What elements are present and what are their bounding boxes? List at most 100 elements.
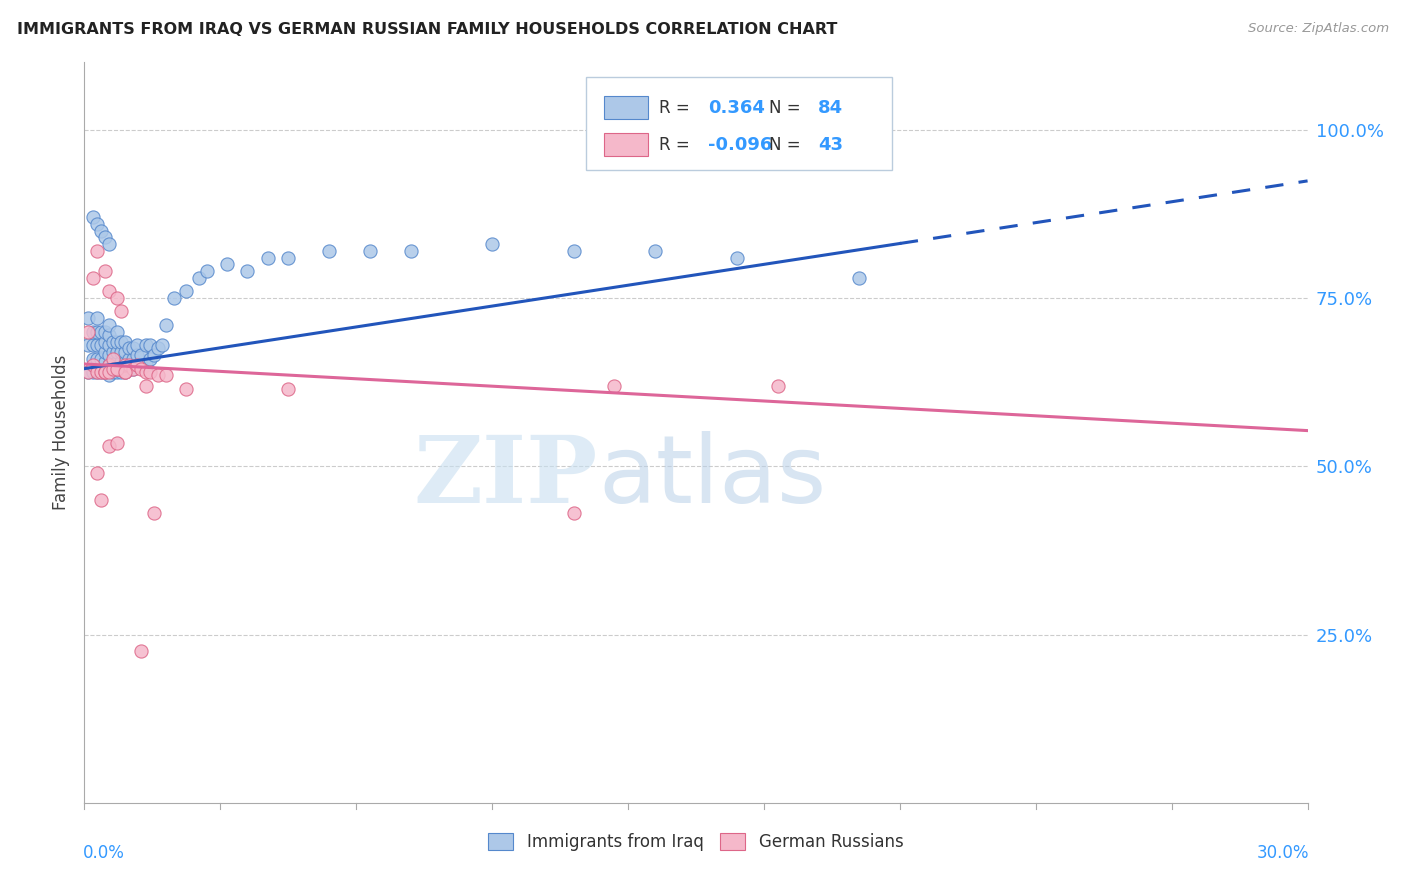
- Point: [277, 251, 299, 265]
- Point: [82, 270, 104, 285]
- Point: [97, 318, 120, 332]
- FancyBboxPatch shape: [586, 78, 891, 169]
- Text: 0.364: 0.364: [709, 99, 765, 117]
- Point: [187, 270, 209, 285]
- Text: N =: N =: [769, 99, 806, 117]
- Point: [138, 351, 160, 366]
- Point: [118, 351, 141, 366]
- Point: [163, 291, 186, 305]
- Point: [359, 244, 381, 258]
- Point: [155, 318, 177, 332]
- Point: [114, 359, 136, 373]
- Point: [118, 359, 141, 373]
- Point: [97, 359, 120, 373]
- Point: [93, 230, 115, 244]
- Point: [86, 325, 108, 339]
- Point: [77, 365, 100, 379]
- Point: [97, 328, 120, 343]
- Point: [114, 334, 136, 349]
- Point: [90, 365, 112, 379]
- Point: [110, 304, 132, 318]
- Point: [146, 368, 169, 383]
- Point: [86, 365, 108, 379]
- Point: [97, 439, 120, 453]
- Point: [399, 244, 422, 258]
- Point: [110, 334, 132, 349]
- Point: [105, 361, 128, 376]
- Point: [122, 342, 145, 356]
- Point: [146, 342, 169, 356]
- Point: [848, 270, 870, 285]
- Point: [82, 359, 104, 373]
- Text: 0.0%: 0.0%: [83, 844, 125, 862]
- Point: [105, 355, 128, 369]
- Point: [105, 344, 128, 359]
- Point: [93, 325, 115, 339]
- Point: [97, 338, 120, 352]
- Point: [114, 355, 136, 369]
- Point: [90, 325, 112, 339]
- Point: [86, 217, 108, 231]
- Point: [82, 351, 104, 366]
- FancyBboxPatch shape: [605, 95, 648, 120]
- Point: [562, 244, 585, 258]
- Point: [77, 325, 100, 339]
- Legend: Immigrants from Iraq, German Russians: Immigrants from Iraq, German Russians: [482, 826, 910, 857]
- Point: [82, 211, 104, 225]
- FancyBboxPatch shape: [605, 133, 648, 156]
- Point: [766, 378, 789, 392]
- Text: atlas: atlas: [598, 431, 827, 523]
- Text: Source: ZipAtlas.com: Source: ZipAtlas.com: [1249, 22, 1389, 36]
- Point: [114, 365, 136, 379]
- Point: [93, 344, 115, 359]
- Point: [174, 382, 197, 396]
- Point: [138, 365, 160, 379]
- Point: [101, 351, 124, 366]
- Point: [135, 378, 157, 392]
- Text: ZIP: ZIP: [413, 432, 598, 522]
- Text: IMMIGRANTS FROM IRAQ VS GERMAN RUSSIAN FAMILY HOUSEHOLDS CORRELATION CHART: IMMIGRANTS FROM IRAQ VS GERMAN RUSSIAN F…: [17, 22, 837, 37]
- Point: [127, 338, 149, 352]
- Point: [142, 348, 165, 362]
- Point: [93, 264, 115, 278]
- Point: [97, 237, 120, 252]
- Point: [86, 311, 108, 326]
- Point: [93, 365, 115, 379]
- Point: [101, 365, 124, 379]
- Point: [257, 251, 280, 265]
- Point: [101, 361, 124, 376]
- Point: [77, 338, 100, 352]
- Point: [138, 338, 160, 352]
- Point: [150, 338, 173, 352]
- Point: [122, 361, 145, 376]
- Point: [195, 264, 218, 278]
- Point: [131, 359, 153, 373]
- Point: [118, 361, 141, 376]
- Point: [725, 251, 748, 265]
- Point: [93, 355, 115, 369]
- Point: [97, 368, 120, 383]
- Point: [236, 264, 259, 278]
- Point: [77, 365, 100, 379]
- Point: [90, 365, 112, 379]
- Point: [122, 361, 145, 376]
- Point: [105, 435, 128, 450]
- Point: [90, 351, 112, 366]
- Point: [105, 291, 128, 305]
- Text: R =: R =: [659, 99, 696, 117]
- Text: 84: 84: [818, 99, 844, 117]
- Text: -0.096: -0.096: [709, 136, 772, 153]
- Point: [90, 224, 112, 238]
- Point: [105, 365, 128, 379]
- Point: [86, 338, 108, 352]
- Point: [114, 344, 136, 359]
- Point: [135, 365, 157, 379]
- Point: [118, 342, 141, 356]
- Point: [131, 348, 153, 362]
- Point: [127, 359, 149, 373]
- Point: [131, 644, 153, 658]
- Point: [127, 348, 149, 362]
- Point: [93, 365, 115, 379]
- Point: [114, 365, 136, 379]
- Point: [97, 348, 120, 362]
